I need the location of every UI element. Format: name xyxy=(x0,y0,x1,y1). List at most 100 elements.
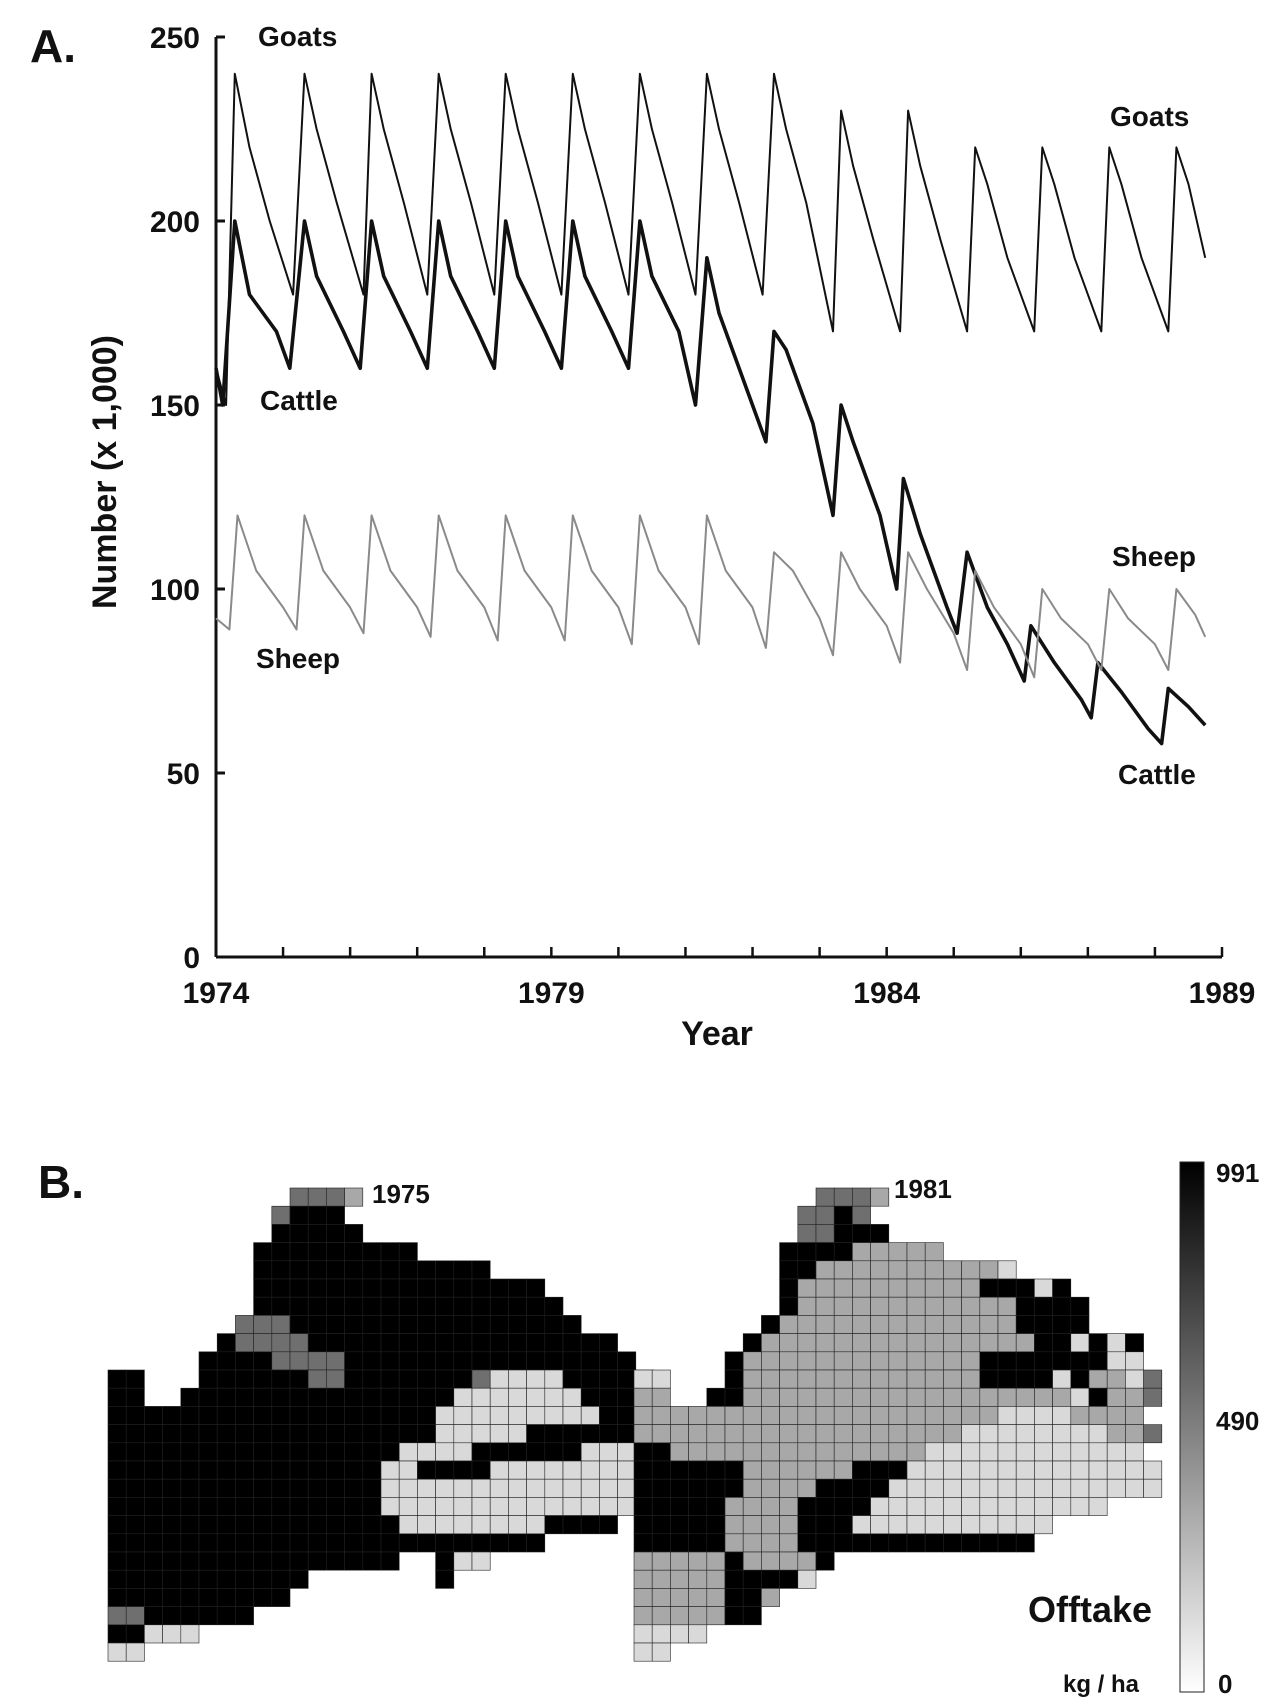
heatmap-cell xyxy=(362,1424,382,1444)
heatmap-cell xyxy=(979,1460,999,1480)
heatmap-cell xyxy=(125,1460,145,1480)
heatmap-cell xyxy=(979,1315,999,1334)
heatmap-cell xyxy=(833,1369,853,1389)
heatmap-cell xyxy=(453,1351,473,1371)
heatmap-cell xyxy=(398,1478,418,1498)
heatmap-cell xyxy=(888,1460,908,1480)
heatmap-cell xyxy=(398,1406,418,1425)
heatmap-cell xyxy=(852,1406,871,1425)
heatmap-cell xyxy=(1034,1387,1053,1407)
heatmap-cell xyxy=(580,1442,600,1462)
heatmap-cell xyxy=(852,1497,871,1516)
heatmap-cell xyxy=(216,1478,236,1498)
heatmap-cell xyxy=(362,1242,382,1262)
heatmap-cell xyxy=(906,1260,926,1280)
heatmap-cell xyxy=(453,1315,473,1334)
heatmap-cell xyxy=(271,1497,291,1516)
heatmap-cell xyxy=(235,1533,254,1553)
heatmap-cell xyxy=(997,1497,1017,1516)
heatmap-cell xyxy=(924,1369,944,1389)
heatmap-cell xyxy=(797,1260,817,1280)
heatmap-cell xyxy=(125,1387,145,1407)
heatmap-cell xyxy=(307,1205,327,1225)
heatmap-cell xyxy=(307,1278,327,1298)
heatmap-cell xyxy=(471,1387,491,1407)
heatmap-cell xyxy=(526,1460,546,1480)
heatmap-cell xyxy=(544,1333,564,1353)
heatmap-cell xyxy=(271,1424,291,1444)
heatmap-cell xyxy=(742,1533,762,1553)
heatmap-cell xyxy=(815,1551,835,1571)
heatmap-cell xyxy=(398,1460,418,1480)
heatmap-cell xyxy=(307,1315,327,1334)
heatmap-cell xyxy=(651,1588,671,1607)
heatmap-cell xyxy=(924,1460,944,1480)
heatmap-cell xyxy=(651,1424,671,1444)
x-tick-label: 1989 xyxy=(1189,977,1256,1010)
heatmap-cell xyxy=(271,1296,291,1316)
heatmap-cell xyxy=(742,1497,762,1516)
heatmap-cell xyxy=(924,1260,944,1280)
heatmap-cell xyxy=(180,1387,200,1407)
heatmap-cell xyxy=(489,1515,509,1535)
heatmap-cell xyxy=(724,1369,744,1389)
heatmap-cell xyxy=(562,1515,582,1535)
heatmap-cell xyxy=(1070,1296,1090,1316)
heatmap-cell xyxy=(961,1278,981,1298)
heatmap-cell xyxy=(706,1424,726,1444)
heatmap-cell xyxy=(344,1260,364,1280)
heatmap-cell xyxy=(779,1278,799,1298)
heatmap-cell xyxy=(508,1315,527,1334)
heatmap-cell xyxy=(344,1224,364,1243)
heatmap-cell xyxy=(961,1260,981,1280)
heatmap-cell xyxy=(833,1187,853,1207)
heatmap-cell xyxy=(180,1442,200,1462)
heatmap-cell xyxy=(326,1224,345,1243)
heatmap-cell xyxy=(742,1515,762,1535)
heatmap-cell xyxy=(1143,1478,1163,1498)
heatmap-cell xyxy=(1088,1424,1108,1444)
heatmap-1981 xyxy=(633,1187,1163,1662)
heatmap-cell xyxy=(779,1424,799,1444)
heatmap-cell xyxy=(815,1442,835,1462)
heatmap-cell xyxy=(761,1588,780,1607)
heatmap-cell xyxy=(724,1569,744,1589)
heatmap-cell xyxy=(508,1460,527,1480)
heatmap-cell xyxy=(544,1460,564,1480)
heatmap-cell xyxy=(870,1351,890,1371)
heatmap-cell xyxy=(979,1369,999,1389)
heatmap-cell xyxy=(651,1642,671,1662)
heatmap-cell xyxy=(326,1515,345,1535)
heatmap-cell xyxy=(271,1442,291,1462)
heatmap-cell xyxy=(362,1387,382,1407)
heatmap-cell xyxy=(997,1460,1017,1480)
heatmap-cell xyxy=(617,1387,637,1407)
heatmap-cell xyxy=(888,1497,908,1516)
heatmap-cell xyxy=(307,1478,327,1498)
heatmap-cell xyxy=(779,1406,799,1425)
heatmap-cell xyxy=(724,1351,744,1371)
heatmap-cell xyxy=(125,1424,145,1444)
heatmap-cell xyxy=(1015,1333,1035,1353)
heatmap-cell xyxy=(398,1278,418,1298)
heatmap-cell xyxy=(417,1351,436,1371)
heatmap-cell xyxy=(924,1497,944,1516)
heatmap-cell xyxy=(670,1515,689,1535)
heatmap-cell xyxy=(670,1497,689,1516)
heatmap-cell xyxy=(526,1278,546,1298)
heatmap-cell xyxy=(362,1442,382,1462)
heatmap-cell xyxy=(651,1460,671,1480)
heatmap-cell xyxy=(162,1624,182,1644)
heatmap-cell xyxy=(307,1406,327,1425)
heatmap-cell xyxy=(906,1515,926,1535)
series-label-goats-left: Goats xyxy=(258,21,337,52)
heatmap-cell xyxy=(562,1424,582,1444)
heatmap-cell xyxy=(1088,1369,1108,1389)
heatmap-cell xyxy=(344,1497,364,1516)
heatmap-cell xyxy=(362,1515,382,1535)
heatmap-cell xyxy=(870,1515,890,1535)
heatmap-cell xyxy=(362,1533,382,1553)
heatmap-cell xyxy=(724,1442,744,1462)
heatmap-cell xyxy=(289,1442,309,1462)
panel-b-letter: B. xyxy=(38,1156,84,1208)
